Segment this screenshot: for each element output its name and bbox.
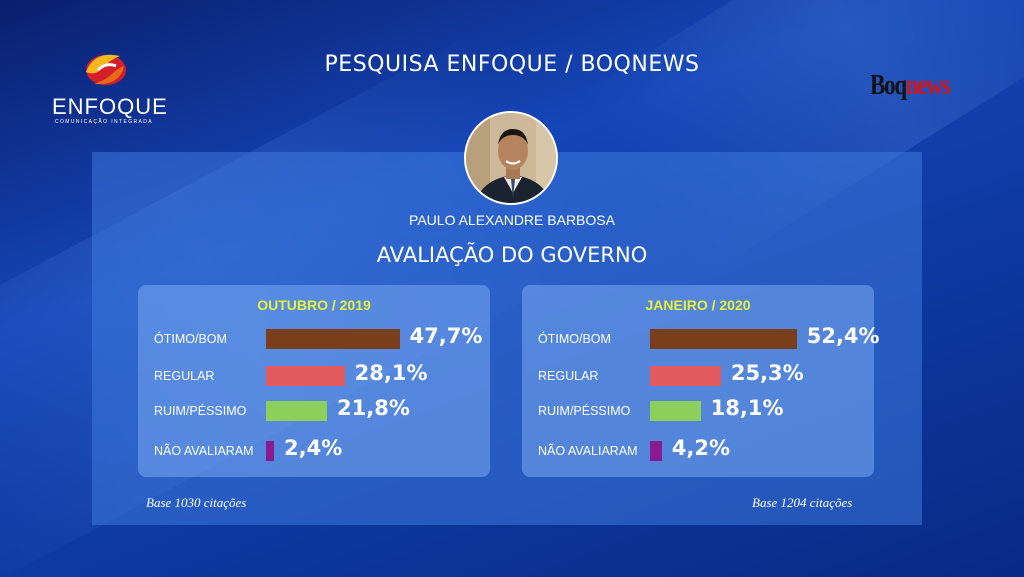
bar-row: ÓTIMO/BOM 47,7% xyxy=(138,324,490,354)
boqnews-logo-part2: news xyxy=(905,70,951,101)
bar-value-label: 4,2% xyxy=(671,436,730,460)
bar xyxy=(650,401,701,421)
chart-card-january-2020: JANEIRO / 2020 ÓTIMO/BOM 52,4% REGULAR 25,3… xyxy=(522,285,880,477)
bar xyxy=(266,329,400,349)
bar-row: NÃO AVALIARAM 4,2% xyxy=(522,436,874,466)
bar-row: RUIM/PÉSSIMO 21,8% xyxy=(138,396,490,426)
bar-value-label: 25,3% xyxy=(730,361,804,385)
bar xyxy=(266,441,274,461)
section-title: AVALIAÇÃO DO GOVERNO xyxy=(376,243,648,267)
boqnews-logo-part1: Boq xyxy=(870,70,907,101)
bar-value-label: 21,8% xyxy=(337,396,410,420)
bar xyxy=(650,329,797,349)
person-name: PAULO ALEXANDRE BARBOSA xyxy=(409,212,615,228)
bar-category-label: REGULAR xyxy=(538,369,599,383)
bar-row: NÃO AVALIARAM 2,4% xyxy=(138,436,490,466)
person-portrait-icon xyxy=(466,113,556,203)
person-photo xyxy=(464,111,558,205)
bar-category-label: ÓTIMO/BOM xyxy=(538,332,611,346)
chart-title: JANEIRO / 2020 xyxy=(645,297,751,313)
enfoque-logo-word: ENFOQUE xyxy=(52,94,168,119)
bar-row: ÓTIMO/BOM 52,4% xyxy=(522,324,880,354)
bar-category-label: NÃO AVALIARAM xyxy=(538,444,638,458)
bar-category-label: NÃO AVALIARAM xyxy=(154,444,254,458)
page-title: PESQUISA ENFOQUE / BOQNEWS xyxy=(324,52,700,77)
bar-row: REGULAR 25,3% xyxy=(522,361,874,391)
bar xyxy=(266,366,345,386)
boqnews-logo: Boqnews xyxy=(870,70,951,102)
enfoque-logo-icon xyxy=(86,54,126,85)
bar-value-label: 18,1% xyxy=(710,396,784,420)
bar-value-label: 47,7% xyxy=(409,324,483,348)
base-note-october-2019: Base 1030 citações xyxy=(146,495,247,510)
enfoque-logo: ENFOQUE COMUNICAÇÃO INTEGRADA xyxy=(52,46,168,126)
bar-value-label: 2,4% xyxy=(284,436,343,460)
chart-card-october-2019: OUTUBRO / 2019 ÓTIMO/BOM 47,7% REGULAR 28,1… xyxy=(138,285,490,477)
bar-category-label: RUIM/PÉSSIMO xyxy=(154,404,247,418)
bar-row: RUIM/PÉSSIMO 18,1% xyxy=(522,396,874,426)
bar xyxy=(650,366,721,386)
bar-category-label: REGULAR xyxy=(154,369,215,383)
bar-category-label: ÓTIMO/BOM xyxy=(154,332,227,346)
bar-category-label: RUIM/PÉSSIMO xyxy=(538,404,631,418)
bar xyxy=(266,401,328,421)
bar xyxy=(650,441,662,461)
bar-value-label: 28,1% xyxy=(354,361,428,385)
chart-title: OUTUBRO / 2019 xyxy=(257,297,371,313)
bar-value-label: 52,4% xyxy=(806,324,880,348)
enfoque-logo-subtitle: COMUNICAÇÃO INTEGRADA xyxy=(54,119,153,125)
bar-row: REGULAR 28,1% xyxy=(138,361,490,391)
base-note-january-2020: Base 1204 citações xyxy=(752,495,853,510)
